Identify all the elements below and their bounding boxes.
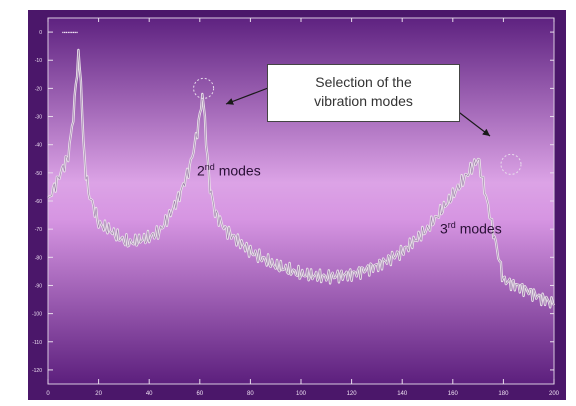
y-tick-label-10: -100 <box>32 312 42 318</box>
x-tick-label-8: 160 <box>448 391 459 397</box>
arrow-to-mode2 <box>225 87 269 105</box>
y-tick-label-5: -50 <box>35 171 42 177</box>
x-tick-label-3: 60 <box>196 391 203 397</box>
x-tick-label-2: 40 <box>146 391 153 397</box>
x-tick-label-7: 140 <box>397 391 408 397</box>
y-tick-label-7: -70 <box>35 227 42 233</box>
x-tick-label-6: 120 <box>347 391 358 397</box>
y-tick-label-2: -20 <box>35 86 42 92</box>
mode2-suffix: nd <box>204 162 215 172</box>
x-tick-label-0: 0 <box>46 391 50 397</box>
tick-marks: 0 20 40 60 80 100 120 140 160 180 200 0 -10 -20 -30 -40… <box>32 18 560 397</box>
y-tick-label-4: -40 <box>35 143 42 149</box>
mode3-label: 3rd modes <box>440 220 502 237</box>
x-tick-label-4: 80 <box>247 391 254 397</box>
callout-line-2: vibration modes <box>314 93 413 109</box>
y-tick-label-1: -10 <box>35 58 42 64</box>
x-tick-label-9: 180 <box>498 391 509 397</box>
mode2-label: 2nd modes <box>197 162 261 179</box>
mode3-text: modes <box>455 220 502 237</box>
y-tick-label-0: 0 <box>39 30 42 36</box>
y-tick-label-9: -90 <box>35 283 42 289</box>
top-left-plot-label: ▪▪▪▪▪▪▪▪▪ <box>62 30 78 36</box>
x-tick-label-10: 200 <box>549 391 560 397</box>
mode3-highlight-circle <box>500 153 522 175</box>
callout-line-1: Selection of the <box>315 74 412 90</box>
arrow-to-mode3 <box>455 109 491 137</box>
x-tick-label-1: 20 <box>95 391 102 397</box>
mode3-number: 3 <box>440 220 448 237</box>
x-tick-label-5: 100 <box>296 391 307 397</box>
mode3-suffix: rd <box>447 220 456 230</box>
y-tick-label-6: -60 <box>35 199 42 205</box>
series-group <box>47 48 556 309</box>
y-tick-label-12: -120 <box>32 368 42 374</box>
mode2-highlight-circle <box>193 77 215 99</box>
mode2-number: 2 <box>197 162 205 179</box>
series-line-core-0 <box>47 49 555 308</box>
y-tick-label-3: -30 <box>35 115 42 121</box>
annotation-group <box>193 77 522 175</box>
selection-callout: Selection of the vibration modes <box>267 64 460 122</box>
y-tick-label-11: -110 <box>32 340 42 346</box>
y-tick-label-8: -80 <box>35 255 42 261</box>
mode2-text: modes <box>214 162 261 179</box>
